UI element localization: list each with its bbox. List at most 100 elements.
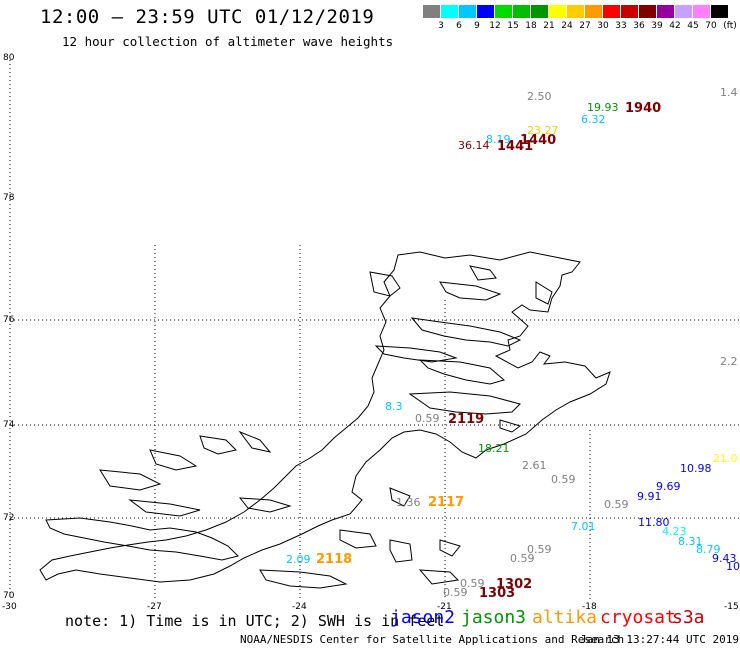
footer-note: note: 1) Time is in UTC; 2) SWH is in fe… — [65, 612, 445, 630]
scale-swatch — [621, 5, 639, 18]
wave-height-label: 2.61 — [522, 459, 547, 472]
wave-height-label: 0.59 — [551, 473, 576, 486]
scale-swatch — [567, 5, 585, 18]
scale-label: 39 — [651, 21, 663, 31]
satellite-label-altika: altika — [532, 607, 598, 628]
wave-height-label: 8.79 — [696, 543, 721, 556]
page-subtitle: 12 hour collection of altimeter wave hei… — [62, 34, 394, 49]
scale-label: 12 — [489, 21, 501, 31]
longitude-label: -24 — [292, 602, 307, 612]
scale-label: 30 — [597, 21, 609, 31]
wave-height-label: 4.23 — [662, 525, 687, 538]
wave-height-label: 2.50 — [527, 90, 552, 103]
satellite-label-cryosat: cryosat — [600, 607, 676, 628]
wave-height-label: 8.19 — [486, 133, 511, 146]
scale-swatch — [711, 5, 729, 18]
wave-height-label: 9.91 — [637, 490, 662, 503]
wave-height-label: 2117 — [428, 495, 464, 510]
page-title: 12:00 – 23:59 UTC 01/12/2019 — [40, 6, 375, 28]
wave-height-label: 2119 — [448, 412, 484, 427]
wave-height-label: 0.59 — [510, 552, 535, 565]
wave-height-label: 8.3 — [385, 400, 403, 413]
scale-swatch — [513, 5, 531, 18]
wave-height-label: 0.59 — [460, 577, 485, 590]
wave-height-label: 19.93 — [587, 101, 619, 114]
wave-height-label: 1940 — [625, 101, 661, 116]
longitude-label: -30 — [2, 602, 17, 612]
scale-swatch — [585, 5, 603, 18]
satellite-label-jason2: jason2 — [390, 607, 456, 628]
wave-height-label: 0.59 — [443, 586, 468, 599]
wave-height-label: 23.27 — [527, 124, 559, 137]
wave-height-label: 2118 — [316, 552, 352, 567]
wave-height-label: 9.43 — [712, 552, 737, 565]
scale-swatch — [495, 5, 513, 18]
wave-observations: 2.50 19.93 1940 1.4 6.32 23.27 8.19 1440 36.14 14… — [286, 86, 740, 601]
scale-label: 27 — [579, 21, 591, 31]
wave-height-label: 1302 — [496, 577, 532, 592]
scale-label: 24 — [561, 21, 573, 31]
wave-height-label: 21.0 — [713, 452, 738, 465]
wave-height-label: 6.32 — [581, 113, 606, 126]
scale-swatch — [477, 5, 495, 18]
scale-label: 36 — [633, 21, 645, 31]
latitude-label: 72 — [3, 513, 14, 523]
scale-label: 6 — [456, 21, 462, 31]
wave-height-label: 10. — [726, 560, 740, 573]
wave-height-label: 0.59 — [604, 498, 629, 511]
longitude-label: -15 — [724, 602, 739, 612]
wave-height-label: 2.2 — [720, 355, 738, 368]
satellite-label-s3a: s3a — [672, 607, 705, 628]
longitude-labels: -30 -27 -24 -21 -18 -15 — [2, 602, 739, 612]
scale-label: 21 — [543, 21, 555, 31]
scale-swatch — [675, 5, 693, 18]
scale-swatch — [531, 5, 549, 18]
wave-height-label: 1440 — [520, 133, 556, 148]
scale-swatch — [441, 5, 459, 18]
latitude-label: 78 — [3, 193, 15, 203]
scale-label: 9 — [474, 21, 480, 31]
wave-height-label: 1441 — [497, 139, 533, 154]
wave-height-label: 8.31 — [678, 535, 703, 548]
greenland-coastline — [39, 251, 611, 589]
scale-swatch — [423, 5, 441, 18]
color-scale-legend — [423, 5, 729, 18]
scale-label: 70 — [705, 21, 717, 31]
color-scale-labels: 3 6 9 12 15 18 21 24 27 30 33 36 39 42 45 70 (ft) — [423, 21, 740, 35]
wave-height-label: 1.4 — [720, 86, 738, 99]
scale-swatch — [603, 5, 621, 18]
wave-height-label: 1.36 — [396, 496, 421, 509]
scale-swatch — [459, 5, 477, 18]
wave-height-label: 18.21 — [478, 442, 510, 455]
scale-unit-label: (ft) — [723, 21, 737, 31]
wave-height-label: 36.14 — [458, 139, 490, 152]
map-grid — [9, 60, 740, 600]
latitude-label: 80 — [3, 53, 15, 63]
satellite-label-jason3: jason3 — [461, 607, 527, 628]
longitude-label: -27 — [147, 602, 162, 612]
scale-swatch — [693, 5, 711, 18]
scale-label: 3 — [438, 21, 444, 31]
wave-height-label: 7.01 — [571, 520, 596, 533]
wave-height-label: 0.59 — [527, 543, 552, 556]
wave-height-label: 11.80 — [638, 516, 670, 529]
wave-height-label: 10.98 — [680, 462, 712, 475]
footer-credit: NOAA/NESDIS Center for Satellite Applica… — [240, 633, 625, 646]
latitude-label: 76 — [3, 315, 15, 325]
wave-height-label: 1303 — [479, 586, 515, 601]
scale-label: 45 — [687, 21, 699, 31]
scale-label: 42 — [669, 21, 681, 31]
scale-swatch — [639, 5, 657, 18]
scale-label: 33 — [615, 21, 627, 31]
latitude-label: 70 — [3, 591, 15, 601]
longitude-label: -18 — [582, 602, 597, 612]
latitude-labels: 80 78 76 74 72 70 — [3, 53, 15, 601]
wave-height-label: 0.59 — [415, 412, 440, 425]
wave-height-label: 9.69 — [656, 480, 681, 493]
scale-label: 15 — [507, 21, 519, 31]
scale-swatch — [657, 5, 675, 18]
latitude-label: 74 — [3, 420, 15, 430]
scale-label: 18 — [525, 21, 537, 31]
scale-swatch — [549, 5, 567, 18]
